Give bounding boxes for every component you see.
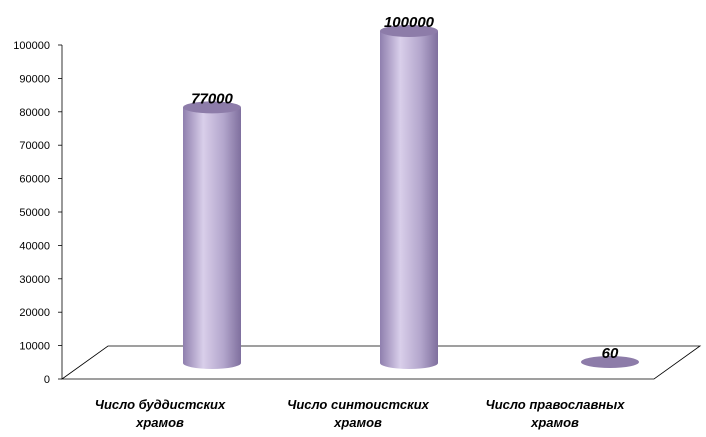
data-label: 100000 [384, 14, 435, 31]
bar-cylinder [581, 356, 639, 368]
chart-floor [60, 345, 702, 380]
x-tick-label: Число буддистских храмов [95, 397, 226, 430]
bar-cylinder [183, 101, 241, 370]
y-tick-label: 10000 [19, 341, 50, 353]
bar-top [380, 25, 438, 37]
y-tick-label: 60000 [19, 174, 50, 186]
bar-body [183, 107, 241, 370]
x-tick-label: Число православных храмов [485, 397, 625, 430]
data-label: 60 [602, 345, 619, 362]
bar-cylinder [380, 25, 438, 369]
x-tick-label: Число синтоистских храмов [287, 397, 430, 430]
y-tick-label: 20000 [19, 307, 50, 319]
bar-top [581, 356, 639, 368]
y-tick-label: 100000 [13, 40, 50, 52]
y-tick-label: 40000 [19, 240, 50, 252]
y-tick-label: 50000 [19, 207, 50, 219]
bar-body [380, 31, 438, 369]
y-tick-label: 0 [44, 374, 50, 386]
y-tick-label: 90000 [19, 73, 50, 85]
data-label: 77000 [191, 90, 233, 107]
y-tick-label: 80000 [19, 107, 50, 119]
bar-top [183, 101, 241, 114]
y-tick-label: 70000 [19, 140, 50, 152]
y-tick-label: 30000 [19, 274, 50, 286]
